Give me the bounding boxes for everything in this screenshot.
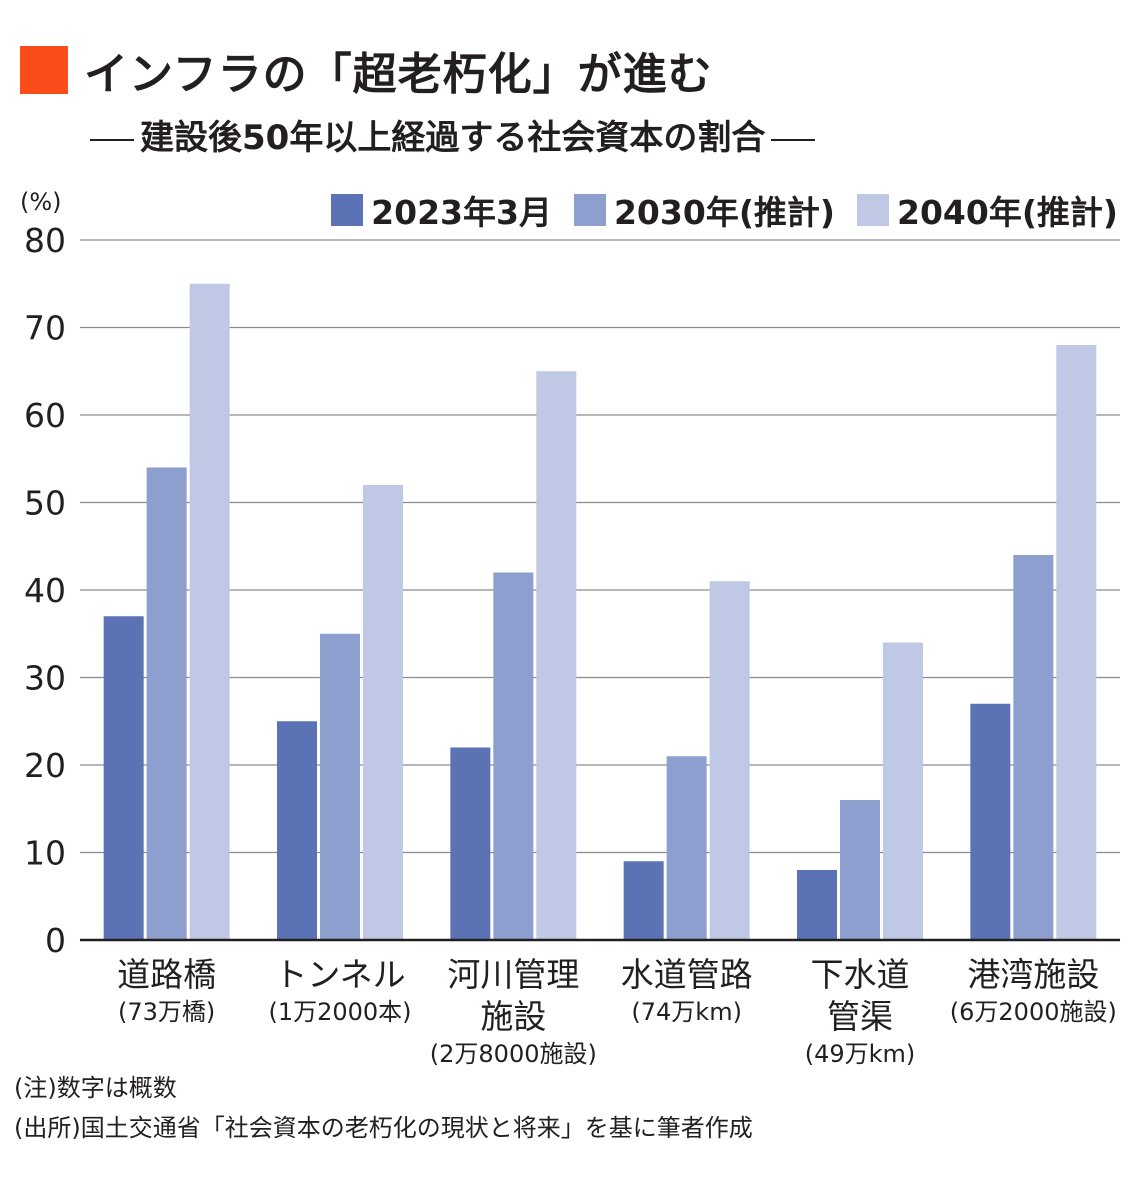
title-row: インフラの「超老朽化」が進む bbox=[20, 38, 713, 102]
y-tick-label: 40 bbox=[24, 571, 66, 610]
x-tick-sublabel: (49万km) bbox=[805, 1040, 916, 1068]
bar bbox=[1056, 345, 1097, 940]
bar bbox=[536, 371, 577, 940]
bar-chart: (%) 0 10 20 30 40 50 60 70 80 道路橋 (73万橋) トンネル (1万2000… bbox=[20, 188, 1120, 1068]
bar bbox=[103, 616, 144, 940]
x-tick-label: 管渠 bbox=[827, 997, 893, 1036]
legend-label-2040: 2040年(推計) bbox=[896, 193, 1118, 232]
bar bbox=[320, 633, 360, 940]
x-tick-sublabel: (74万km) bbox=[631, 998, 742, 1026]
bar bbox=[1013, 555, 1054, 940]
legend-label-2023: 2023年3月 bbox=[371, 193, 552, 232]
legend-item-2040: 2040年(推計) bbox=[856, 186, 1118, 234]
bar bbox=[493, 572, 534, 940]
title-accent-square bbox=[20, 46, 68, 94]
x-tick-label: 施設 bbox=[480, 997, 546, 1036]
y-tick-label: 70 bbox=[24, 309, 66, 348]
bar bbox=[623, 861, 664, 940]
y-tick-label: 50 bbox=[24, 484, 66, 523]
legend: 2023年3月 2030年(推計) 2040年(推計) bbox=[309, 186, 1118, 234]
bar bbox=[363, 485, 403, 940]
x-tick-label: 河川管理 bbox=[447, 955, 579, 994]
bar bbox=[970, 703, 1011, 940]
y-tick-label: 60 bbox=[24, 396, 66, 435]
x-tick-sublabel: (73万橋) bbox=[118, 998, 215, 1026]
bar bbox=[277, 721, 317, 940]
subtitle-dash-left bbox=[90, 138, 134, 141]
x-tick-label: 水道管路 bbox=[621, 955, 753, 994]
notes: (注)数字は概数 (出所)国土交通省「社会資本の老朽化の現状と将来」を基に筆者作… bbox=[14, 1068, 753, 1148]
legend-swatch-2040 bbox=[856, 194, 889, 226]
legend-swatch-2030 bbox=[573, 194, 606, 226]
bar bbox=[709, 581, 750, 940]
x-tick-label: 下水道 bbox=[811, 955, 910, 994]
bar bbox=[666, 756, 707, 940]
y-tick-label: 30 bbox=[24, 659, 66, 698]
subtitle-dash-right bbox=[771, 138, 816, 141]
chart-title: インフラの「超老朽化」が進む bbox=[84, 49, 713, 100]
x-tick-sublabel: (6万2000施設) bbox=[950, 998, 1117, 1026]
bar bbox=[797, 870, 837, 940]
y-tick-label: 10 bbox=[24, 834, 66, 873]
x-tick-label: 港湾施設 bbox=[967, 955, 1099, 994]
x-tick-label: 道路橋 bbox=[117, 955, 216, 994]
legend-swatch-2023 bbox=[331, 194, 364, 226]
legend-label-2030: 2030年(推計) bbox=[613, 193, 835, 232]
y-tick-label: 0 bbox=[45, 921, 66, 960]
legend-item-2030: 2030年(推計) bbox=[573, 186, 835, 234]
bar bbox=[189, 283, 230, 940]
x-tick-sublabel: (1万2000本) bbox=[268, 998, 411, 1026]
note-source: (出所)国土交通省「社会資本の老朽化の現状と将来」を基に筆者作成 bbox=[14, 1114, 753, 1142]
bar bbox=[450, 747, 491, 940]
legend-item-2023: 2023年3月 bbox=[331, 186, 552, 234]
y-tick-label: 80 bbox=[24, 221, 66, 260]
bar bbox=[883, 642, 923, 940]
bar bbox=[840, 800, 880, 940]
x-tick-sublabel: (2万8000施設) bbox=[430, 1040, 597, 1068]
y-axis-unit-label: (%) bbox=[20, 188, 62, 216]
chart-subtitle: 建設後50年以上経過する社会資本の割合 bbox=[140, 118, 766, 158]
chart-subtitle-row: 建設後50年以上経過する社会資本の割合 bbox=[84, 110, 821, 159]
y-tick-label: 20 bbox=[24, 746, 66, 785]
note-approx: (注)数字は概数 bbox=[14, 1074, 177, 1102]
x-tick-label: トンネル bbox=[274, 955, 405, 994]
bar bbox=[146, 467, 187, 940]
